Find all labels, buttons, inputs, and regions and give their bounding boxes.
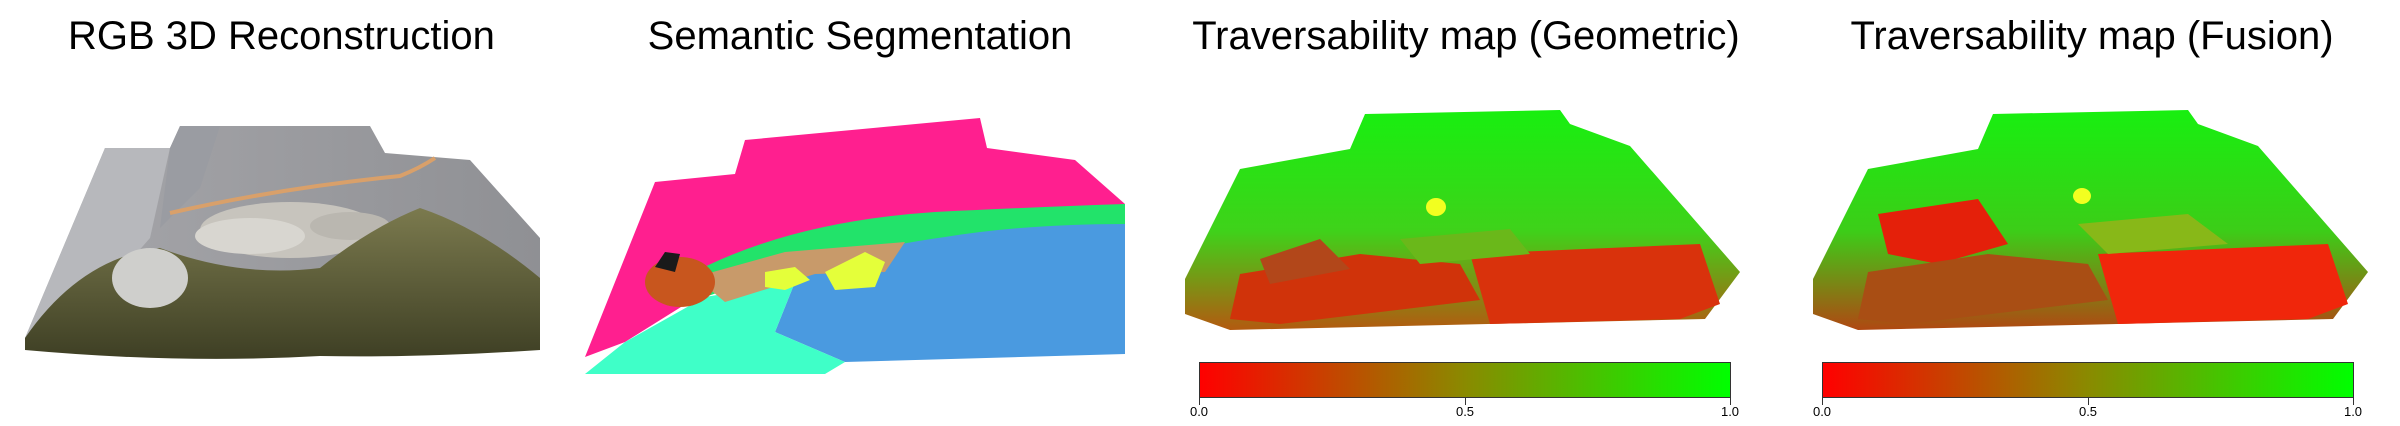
colorbar-fusion-label-mid: 0.5 [2078, 404, 2098, 419]
colorbar-fusion [1822, 362, 2354, 398]
colorbar-geometric-label-mid: 0.5 [1455, 404, 1475, 419]
colorbar-fusion-tick-mid [2088, 397, 2089, 405]
panel-title-semantic: Semantic Segmentation [647, 14, 1073, 58]
fusion-traversability-map [1813, 110, 2368, 330]
colorbar-fusion-label-min: 0.0 [1812, 404, 1832, 419]
colorbar-fusion-label-max: 1.0 [2343, 404, 2363, 419]
geometric-traversability-map [1185, 110, 1740, 330]
colorbar-fusion-tick-min [1822, 397, 1823, 405]
panel-title-geometric: Traversability map (Geometric) [1192, 14, 1740, 58]
colorbar-geometric-tick-min [1199, 397, 1200, 405]
rgb-reconstruction-image [25, 126, 540, 359]
colorbar-geometric [1199, 362, 1731, 398]
colorbar-fusion-tick-max [2353, 397, 2354, 405]
colorbar-geometric-tick-max [1730, 397, 1731, 405]
colorbar-geometric-tick-mid [1465, 397, 1466, 405]
panel-title-fusion: Traversability map (Fusion) [1850, 14, 2334, 58]
semantic-segmentation-image [585, 118, 1125, 374]
colorbar-geometric-label-min: 0.0 [1189, 404, 1209, 419]
panel-title-rgb: RGB 3D Reconstruction [68, 14, 495, 58]
colorbar-geometric-label-max: 1.0 [1720, 404, 1740, 419]
